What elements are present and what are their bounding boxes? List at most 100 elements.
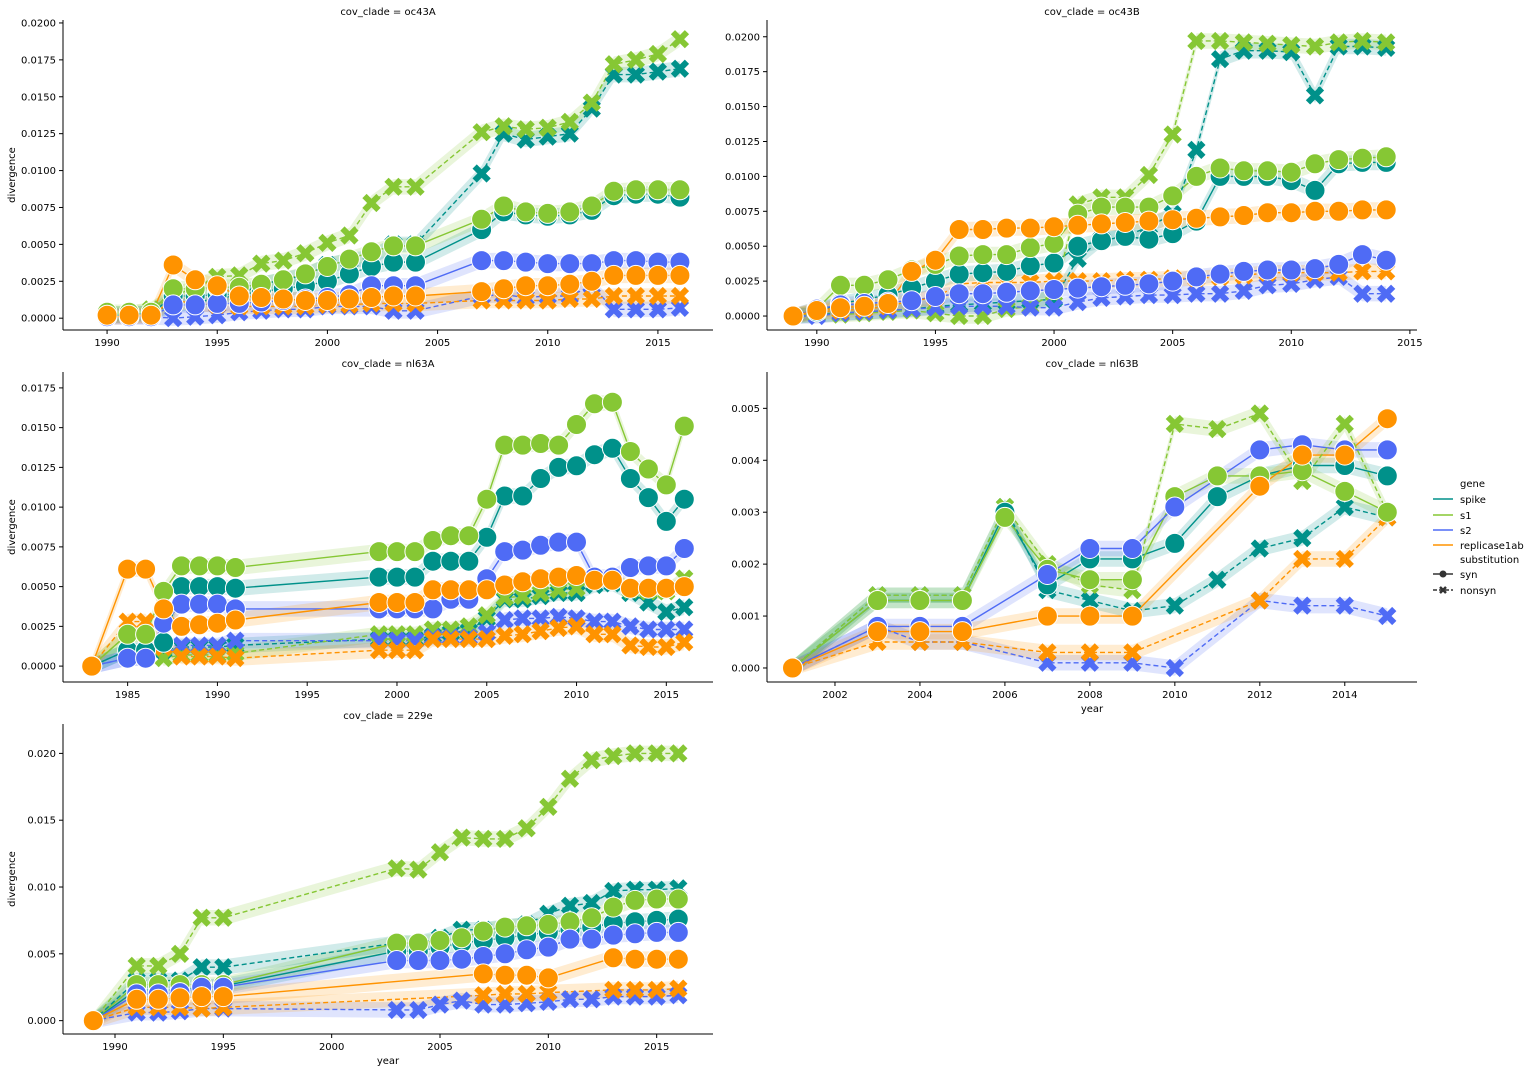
point-s2-nonsyn xyxy=(1293,596,1312,615)
point-replicase1ab-nonsyn xyxy=(387,641,407,660)
point-s2-syn xyxy=(512,539,534,561)
point-s1-syn xyxy=(338,248,360,270)
legend: gene spike s1 s2 replicase1ab substituti… xyxy=(1433,479,1524,597)
point-s1-nonsyn xyxy=(1165,414,1184,434)
point-s1-syn xyxy=(624,889,646,911)
point-spike-syn xyxy=(404,566,426,588)
y-tick-label: 0.001 xyxy=(731,612,760,623)
point-s1-nonsyn xyxy=(1335,414,1354,434)
point-replicase1ab-syn xyxy=(1209,206,1231,228)
y-axis-label: divergence xyxy=(7,851,18,907)
point-s1-syn xyxy=(655,474,677,496)
point-s1-syn xyxy=(512,434,534,456)
point-s1-syn xyxy=(135,623,157,645)
point-s1-syn xyxy=(451,927,473,949)
point-replicase1ab-syn xyxy=(126,988,148,1010)
x-tick-label: 2010 xyxy=(536,1042,561,1053)
y-tick-label: 0.015 xyxy=(27,816,56,827)
legend-label-spike: spike xyxy=(1460,495,1486,506)
point-spike-syn xyxy=(1206,486,1228,508)
point-s2-nonsyn xyxy=(560,990,580,1009)
x-tick-label: 2015 xyxy=(644,1042,669,1053)
ci-band-replicase1ab-nonsyn xyxy=(792,509,1388,676)
y-tick-label: 0.0000 xyxy=(21,314,56,325)
point-replicase1ab-syn xyxy=(1067,214,1089,236)
y-axis-label: divergence xyxy=(7,499,18,555)
point-s1-nonsyn xyxy=(670,30,690,49)
point-s2-syn xyxy=(948,283,970,305)
point-s1-syn xyxy=(368,541,390,563)
point-s1-syn xyxy=(625,179,647,201)
point-spike-syn xyxy=(422,550,444,572)
point-replicase1ab-syn xyxy=(584,569,605,591)
y-tick-label: 0.0125 xyxy=(725,137,760,148)
y-tick-label: 0.0050 xyxy=(725,242,760,253)
point-replicase1ab-syn xyxy=(1036,605,1058,627)
point-s1-syn xyxy=(537,913,559,935)
point-s1-syn xyxy=(646,888,668,910)
point-replicase1ab-nonsyn xyxy=(657,637,676,657)
point-replicase1ab-nonsyn xyxy=(208,647,227,666)
point-replicase1ab-nonsyn xyxy=(621,636,640,655)
point-s1-nonsyn xyxy=(625,744,645,763)
point-s2-syn xyxy=(171,593,192,615)
point-replicase1ab-syn xyxy=(422,579,444,601)
point-replicase1ab-syn xyxy=(206,612,228,634)
point-s2-syn xyxy=(1019,280,1041,302)
point-replicase1ab-nonsyn xyxy=(1080,643,1100,662)
point-replicase1ab-syn xyxy=(673,576,695,598)
point-s2-nonsyn xyxy=(226,631,245,650)
point-spike-syn xyxy=(601,437,623,459)
point-replicase1ab-syn xyxy=(82,1010,104,1032)
point-s1-nonsyn xyxy=(1377,33,1396,52)
point-s2-nonsyn xyxy=(1210,284,1230,303)
point-replicase1ab-syn xyxy=(581,270,603,292)
x-tick-label: 2010 xyxy=(535,338,560,349)
point-spike-syn xyxy=(224,577,246,599)
point-s2-nonsyn xyxy=(1234,281,1253,301)
y-tick-label: 0.0075 xyxy=(21,542,56,553)
panel-4: cov_clade = nl63B year 0.000 0.001 0.002 0.00… xyxy=(731,359,1417,715)
point-s2-syn xyxy=(189,593,210,615)
point-replicase1ab-syn xyxy=(1019,217,1041,239)
point-spike-syn xyxy=(1164,532,1186,554)
x-tick-label: 2012 xyxy=(1247,690,1272,701)
panel-3: cov_clade = nl63A divergence 0.0000 0.0025 0… xyxy=(7,359,713,701)
point-replicase1ab-syn xyxy=(1351,199,1373,221)
point-s1-nonsyn xyxy=(560,112,579,131)
point-replicase1ab-syn xyxy=(169,987,191,1009)
point-s2-syn xyxy=(135,647,157,669)
point-spike-nonsyn xyxy=(567,583,586,603)
point-s2-syn xyxy=(637,555,659,577)
point-replicase1ab-syn xyxy=(830,297,851,319)
point-s1-nonsyn xyxy=(474,829,493,849)
point-s2-syn xyxy=(1138,273,1160,295)
point-spike-syn xyxy=(655,510,677,532)
point-replicase1ab-syn xyxy=(559,273,581,295)
point-s2-syn xyxy=(516,939,538,961)
point-replicase1ab-nonsyn xyxy=(495,626,514,646)
point-s1-syn xyxy=(530,433,552,454)
point-replicase1ab-syn xyxy=(494,964,516,986)
point-spike-nonsyn xyxy=(626,65,646,84)
point-replicase1ab-syn xyxy=(669,264,691,286)
point-replicase1ab-syn xyxy=(537,275,559,297)
y-tick-label: 0.0150 xyxy=(21,423,56,434)
point-replicase1ab-syn xyxy=(624,948,646,970)
point-s1-syn xyxy=(951,590,973,611)
point-s2-syn xyxy=(1162,270,1184,292)
point-s1-nonsyn xyxy=(1282,36,1301,55)
point-replicase1ab-syn xyxy=(972,219,994,240)
point-s1-syn xyxy=(1206,465,1228,487)
point-replicase1ab-syn xyxy=(1185,207,1207,229)
y-tick-label: 0.0125 xyxy=(21,129,56,140)
point-s1-syn xyxy=(581,195,603,217)
x-tick-label: 1995 xyxy=(205,338,230,349)
point-spike-syn xyxy=(948,263,970,285)
point-s1-syn xyxy=(909,590,931,611)
point-s1-syn xyxy=(1376,501,1398,523)
point-spike-syn xyxy=(972,262,994,284)
panel-5: cov_clade = 229e divergence year 0.000 0.005… xyxy=(7,711,713,1067)
point-s1-nonsyn xyxy=(452,828,471,847)
